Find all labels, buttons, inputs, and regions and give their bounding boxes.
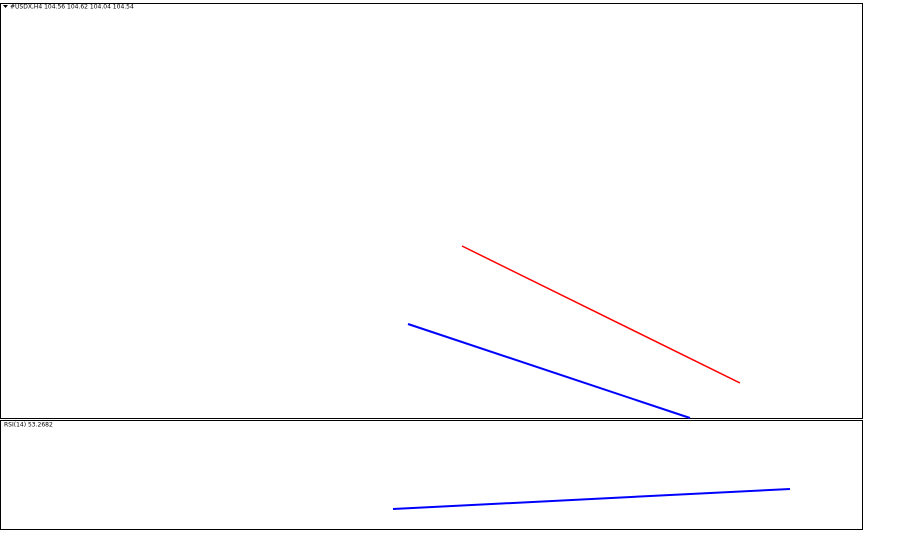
chart-title: #USDX,H4 104.56 104.62 104.04 104.54: [10, 4, 134, 11]
rsi-title: RSI(14) 53.2682: [4, 422, 53, 429]
resistance-trendline: [461, 245, 741, 384]
menu-arrow: [3, 5, 8, 8]
rsi-panel: [0, 420, 863, 530]
rsi-trendline: [392, 488, 791, 510]
price-panel: [0, 3, 863, 419]
support-trendline: [407, 323, 691, 419]
